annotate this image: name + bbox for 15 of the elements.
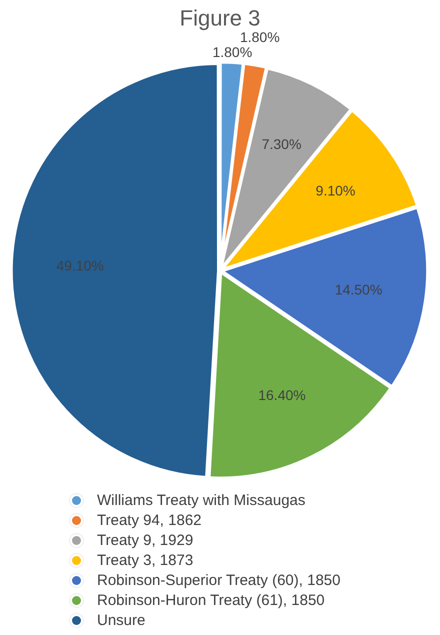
data-label: 1.80% xyxy=(212,44,252,60)
data-label: 49.10% xyxy=(56,258,104,274)
legend-label: Treaty 9, 1929 xyxy=(97,532,194,548)
legend-label: Williams Treaty with Missaugas xyxy=(97,492,306,508)
legend-label: Treaty 94, 1862 xyxy=(97,512,202,528)
data-label: 7.30% xyxy=(262,136,302,152)
data-label: 9.10% xyxy=(316,182,356,199)
legend-label: Treaty 3, 1873 xyxy=(97,552,194,568)
data-label: 16.40% xyxy=(258,387,306,404)
legend-label: Unsure xyxy=(97,612,146,628)
legend-label: Robinson-Superior Treaty (60), 1850 xyxy=(97,572,340,588)
data-label: 1.80% xyxy=(240,29,280,46)
legend-label: Robinson-Huron Treaty (61), 1850 xyxy=(97,592,325,608)
data-label: 14.50% xyxy=(334,281,382,298)
chart-title: Figure 3 xyxy=(180,5,260,30)
